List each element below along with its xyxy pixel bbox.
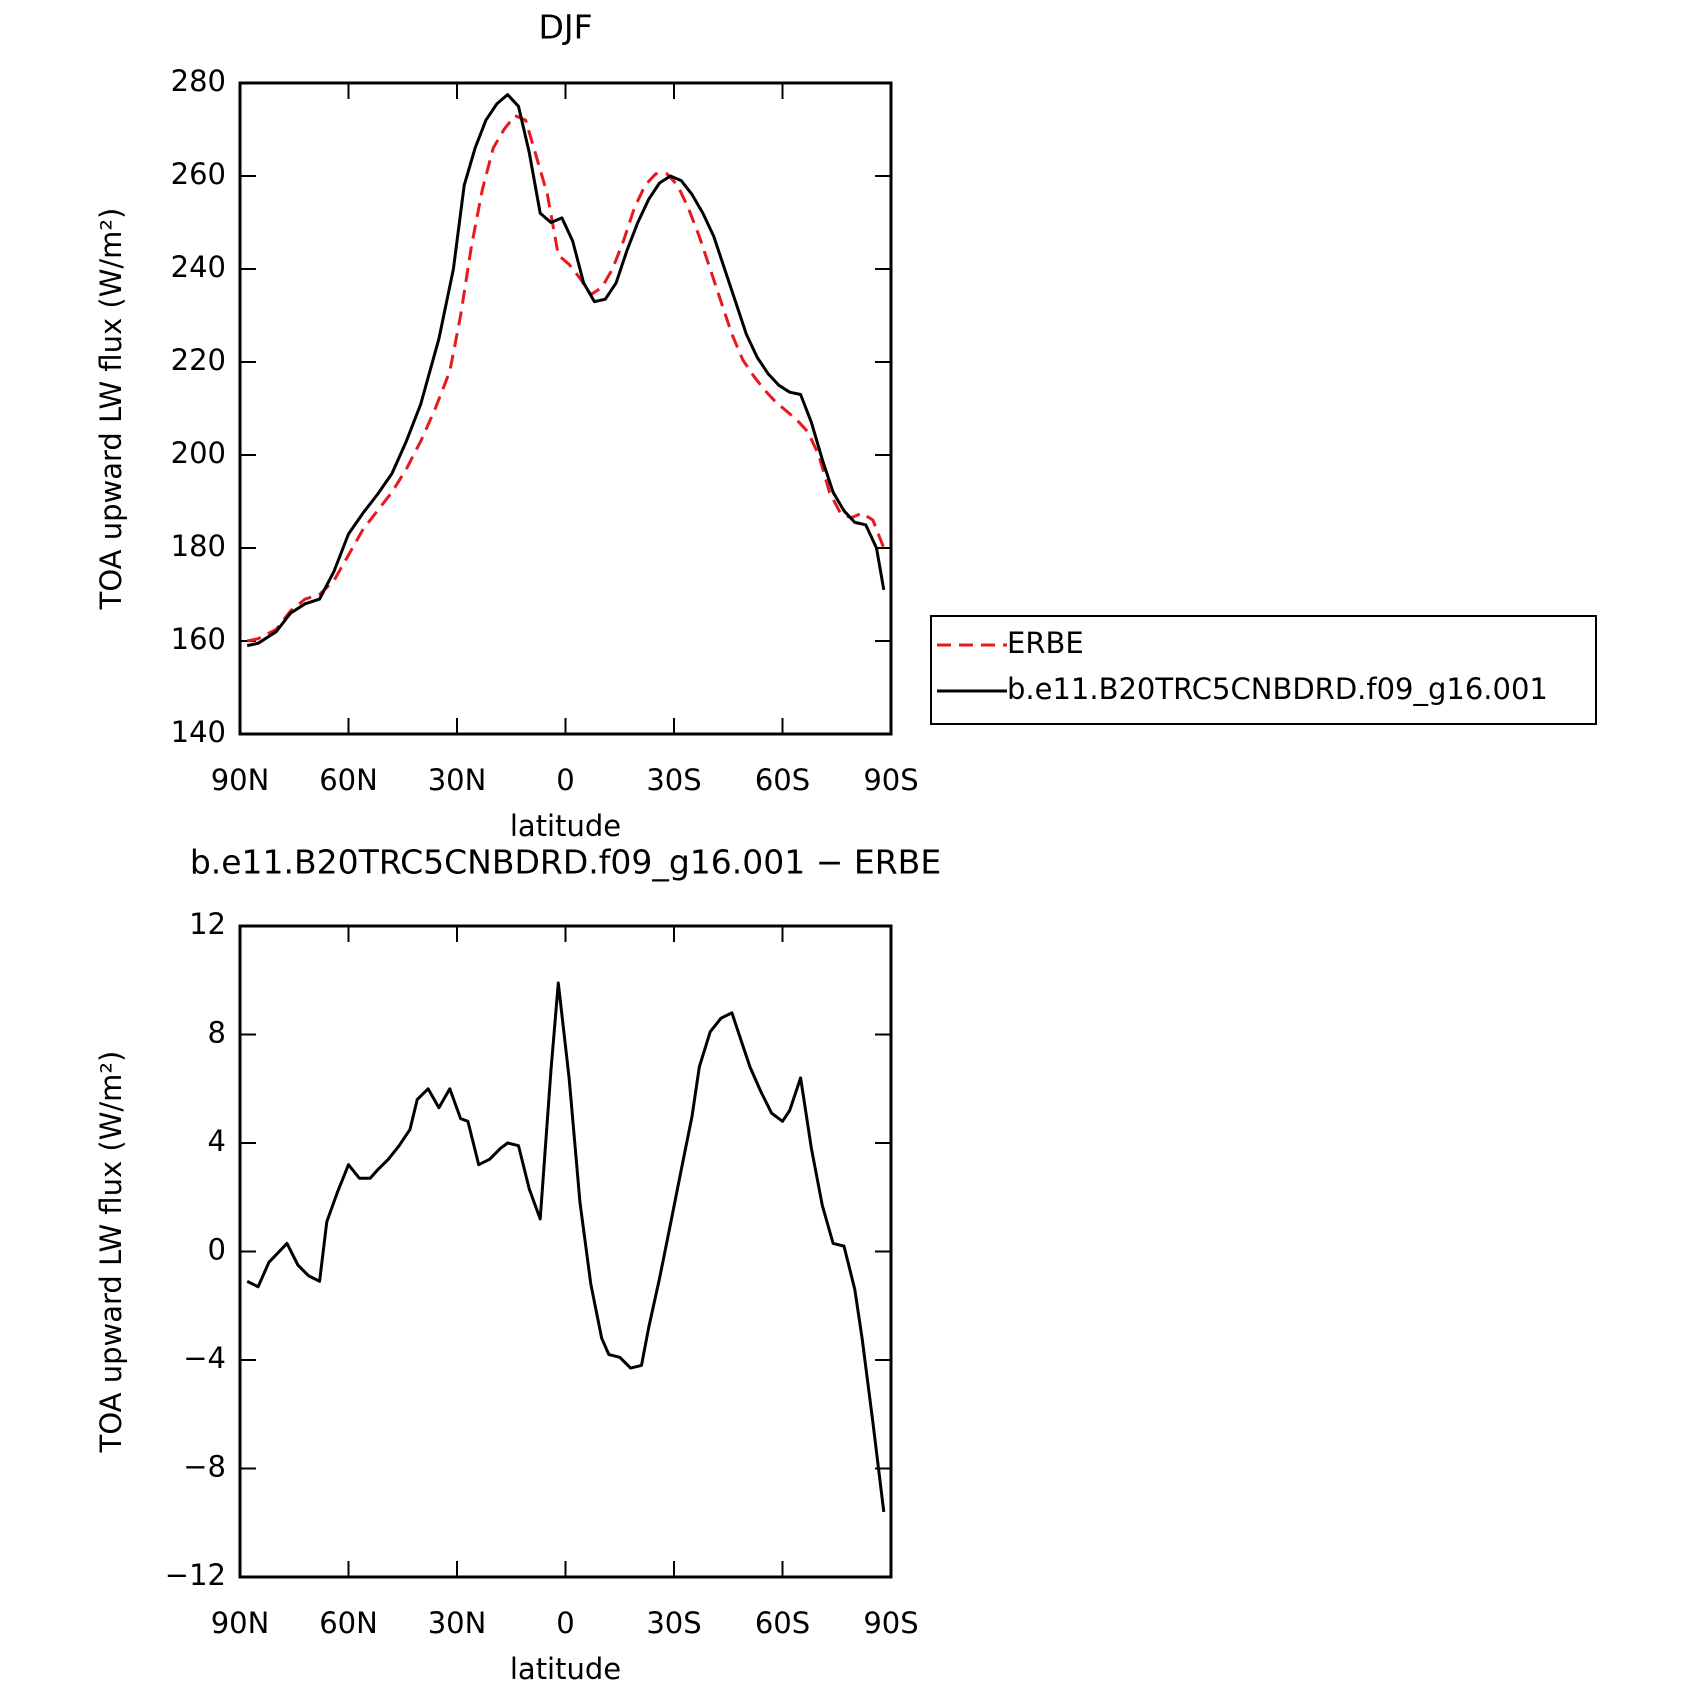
x-tick-label: 60N: [319, 763, 378, 797]
y-tick-label: 240: [171, 250, 226, 284]
chart-title: b.e11.B20TRC5CNBDRD.f09_g16.001 − ERBE: [190, 843, 941, 882]
y-tick-label: 12: [189, 907, 226, 941]
x-tick-label: 90S: [863, 1606, 918, 1640]
x-tick-label: 30S: [646, 1606, 701, 1640]
y-axis-label: TOA upward LW flux (W/m²): [94, 208, 128, 611]
legend-label: b.e11.B20TRC5CNBDRD.f09_g16.001: [1007, 672, 1548, 706]
series-line: [246, 114, 886, 643]
y-tick-label: 200: [171, 436, 226, 470]
y-tick-label: 0: [208, 1233, 226, 1267]
y-tick-label: 8: [208, 1016, 226, 1050]
series-line: [246, 93, 886, 648]
x-axis-label: latitude: [510, 809, 621, 843]
y-tick-label: −8: [183, 1450, 226, 1484]
y-tick-label: 260: [171, 157, 226, 191]
x-tick-label: 60S: [755, 1606, 810, 1640]
x-tick-label: 30N: [428, 763, 487, 797]
x-tick-label: 60S: [755, 763, 810, 797]
y-tick-label: 160: [171, 622, 226, 656]
y-tick-label: 220: [171, 343, 226, 377]
x-axis-label: latitude: [510, 1652, 621, 1685]
chart-title: DJF: [538, 8, 592, 47]
y-tick-label: −12: [165, 1558, 226, 1592]
series-line: [246, 981, 886, 1513]
y-tick-label: 4: [208, 1124, 226, 1158]
x-tick-label: 0: [556, 1606, 574, 1640]
x-tick-label: 90N: [211, 763, 270, 797]
plot-frame: [238, 81, 893, 736]
x-tick-label: 30N: [428, 1606, 487, 1640]
x-tick-label: 0: [556, 763, 574, 797]
legend-label: ERBE: [1007, 626, 1084, 660]
plot-frame: [238, 924, 893, 1579]
y-tick-label: 280: [171, 64, 226, 98]
x-tick-label: 30S: [646, 763, 701, 797]
y-tick-label: −4: [183, 1341, 226, 1375]
y-tick-label: 140: [171, 715, 226, 749]
x-tick-label: 60N: [319, 1606, 378, 1640]
x-tick-label: 90S: [863, 763, 918, 797]
y-tick-label: 180: [171, 529, 226, 563]
x-tick-label: 90N: [211, 1606, 270, 1640]
legend-box: [930, 615, 1597, 725]
y-axis-label: TOA upward LW flux (W/m²): [94, 1051, 128, 1454]
